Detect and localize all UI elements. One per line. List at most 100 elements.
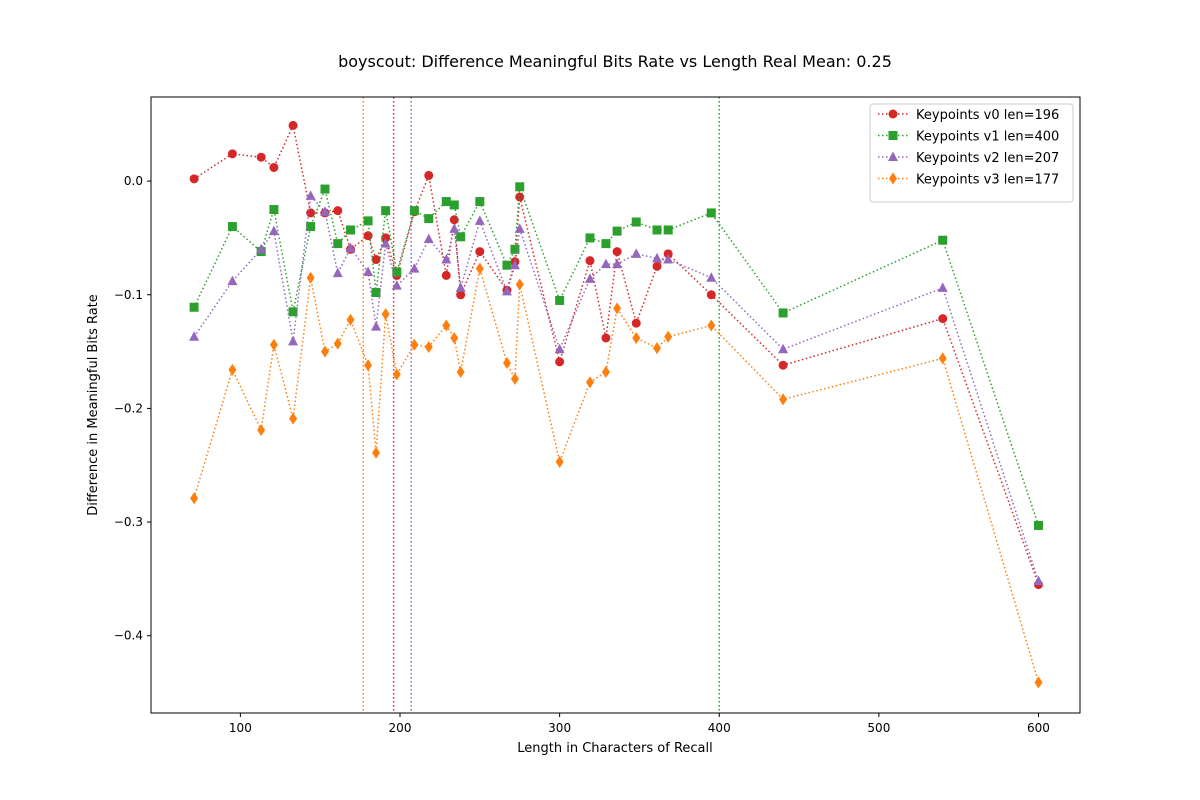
- data-point-series-1: [938, 235, 948, 245]
- data-point-series-2: [345, 242, 356, 253]
- x-tick-label: 500: [867, 721, 890, 735]
- data-point-series-1: [502, 260, 512, 270]
- data-point-series-1: [1033, 520, 1043, 530]
- data-point-series-0: [363, 231, 373, 241]
- data-point-series-0: [306, 208, 316, 218]
- data-point-series-1: [306, 222, 316, 232]
- data-point-series-2: [509, 259, 520, 270]
- data-point-series-0: [601, 333, 611, 343]
- x-tick-label: 300: [548, 721, 571, 735]
- data-point-series-3: [502, 356, 511, 369]
- data-point-series-3: [228, 363, 237, 376]
- data-point-series-0: [269, 162, 279, 172]
- data-point-series-1: [663, 225, 673, 235]
- series-3: [190, 262, 1043, 689]
- data-point-series-2: [937, 282, 948, 292]
- x-axis: 100 200 300 400 500 600: [229, 713, 1050, 735]
- data-point-series-1: [269, 205, 279, 215]
- legend-marker: [888, 109, 898, 119]
- data-point-series-3: [346, 313, 355, 326]
- data-point-series-3: [392, 368, 401, 381]
- data-point-series-1: [449, 200, 459, 210]
- data-point-series-3: [381, 308, 390, 321]
- data-point-series-3: [664, 330, 673, 343]
- data-point-series-2: [631, 248, 642, 258]
- legend: Keypoints v0 len=196 Keypoints v1 len=400…: [869, 103, 1074, 203]
- data-point-series-0: [938, 314, 948, 324]
- data-point-series-3: [613, 302, 622, 315]
- data-point-series-3: [515, 278, 524, 291]
- plot-frame: [150, 96, 1081, 714]
- y-tick-label: 0.0: [124, 174, 143, 188]
- data-point-series-3: [269, 338, 278, 351]
- legend-box: [869, 103, 1074, 203]
- data-point-series-0: [631, 318, 641, 328]
- data-point-series-1: [333, 239, 343, 249]
- series-line-1: [193, 186, 1040, 526]
- data-point-series-1: [409, 206, 419, 216]
- data-point-series-2: [1033, 575, 1044, 586]
- data-point-series-3: [190, 492, 199, 505]
- legend-item-0: Keypoints v0 len=196: [878, 108, 1059, 123]
- data-point-series-2: [391, 280, 402, 290]
- data-point-series-2: [652, 252, 663, 263]
- x-tick-label: 200: [389, 721, 412, 735]
- data-point-series-3: [475, 262, 484, 275]
- data-point-series-1: [515, 182, 525, 192]
- data-point-series-2: [600, 258, 611, 269]
- reference-lines: [362, 97, 721, 713]
- data-point-series-0: [256, 152, 266, 162]
- data-point-series-3: [938, 352, 947, 365]
- series-1: [189, 182, 1043, 530]
- data-point-series-0: [227, 149, 237, 159]
- data-point-series-3: [456, 366, 465, 379]
- legend-marker: [888, 131, 898, 140]
- data-point-series-0: [381, 233, 391, 243]
- data-point-series-1: [320, 184, 330, 194]
- data-point-series-3: [653, 342, 662, 355]
- data-point-series-1: [555, 295, 565, 305]
- data-point-series-1: [227, 222, 237, 232]
- data-point-series-3: [289, 412, 298, 425]
- data-point-series-1: [381, 206, 391, 216]
- legend-marker: [889, 172, 897, 185]
- legend-label: Keypoints v3 len=177: [916, 173, 1059, 188]
- data-point-series-3: [1034, 676, 1043, 689]
- data-point-series-2: [268, 225, 279, 236]
- data-point-series-2: [455, 282, 466, 292]
- data-point-series-0: [189, 174, 199, 184]
- data-point-series-0: [663, 249, 673, 259]
- data-point-series-3: [424, 341, 433, 354]
- legend-item-1: Keypoints v1 len=400: [878, 130, 1059, 145]
- data-point-series-1: [585, 233, 595, 243]
- data-point-series-3: [555, 455, 564, 468]
- data-point-series-0: [706, 290, 716, 300]
- data-point-series-2: [363, 266, 374, 277]
- data-point-series-3: [320, 345, 329, 358]
- data-point-series-2: [227, 275, 238, 286]
- data-point-series-2: [663, 254, 674, 264]
- data-point-series-1: [189, 302, 199, 312]
- data-point-series-0: [585, 256, 595, 266]
- data-point-series-2: [371, 321, 382, 331]
- legend-label: Keypoints v2 len=207: [916, 151, 1059, 166]
- series-line-2: [193, 194, 1040, 582]
- data-point-series-1: [475, 197, 485, 207]
- data-point-series-2: [706, 272, 717, 282]
- data-point-series-1: [601, 239, 611, 249]
- y-axis-label: Difference in Meaningful Bits Rate: [86, 294, 101, 516]
- data-point-series-2: [409, 263, 420, 273]
- data-point-series-2: [305, 190, 316, 200]
- data-point-series-2: [332, 267, 343, 278]
- data-point-series-2: [554, 343, 565, 354]
- data-point-series-2: [584, 273, 595, 283]
- plot-area: 100 200 300 400 500 600 0.0 −0.1 −0.2 −0.3 −0.4: [114, 96, 1081, 735]
- data-point-series-3: [372, 446, 381, 459]
- data-point-series-3: [779, 393, 788, 406]
- data-point-series-3: [632, 331, 641, 344]
- legend-label: Keypoints v0 len=196: [916, 108, 1059, 123]
- x-axis-label: Length in Characters of Recall: [517, 741, 713, 756]
- data-point-series-2: [319, 206, 330, 216]
- data-point-series-0: [449, 215, 459, 225]
